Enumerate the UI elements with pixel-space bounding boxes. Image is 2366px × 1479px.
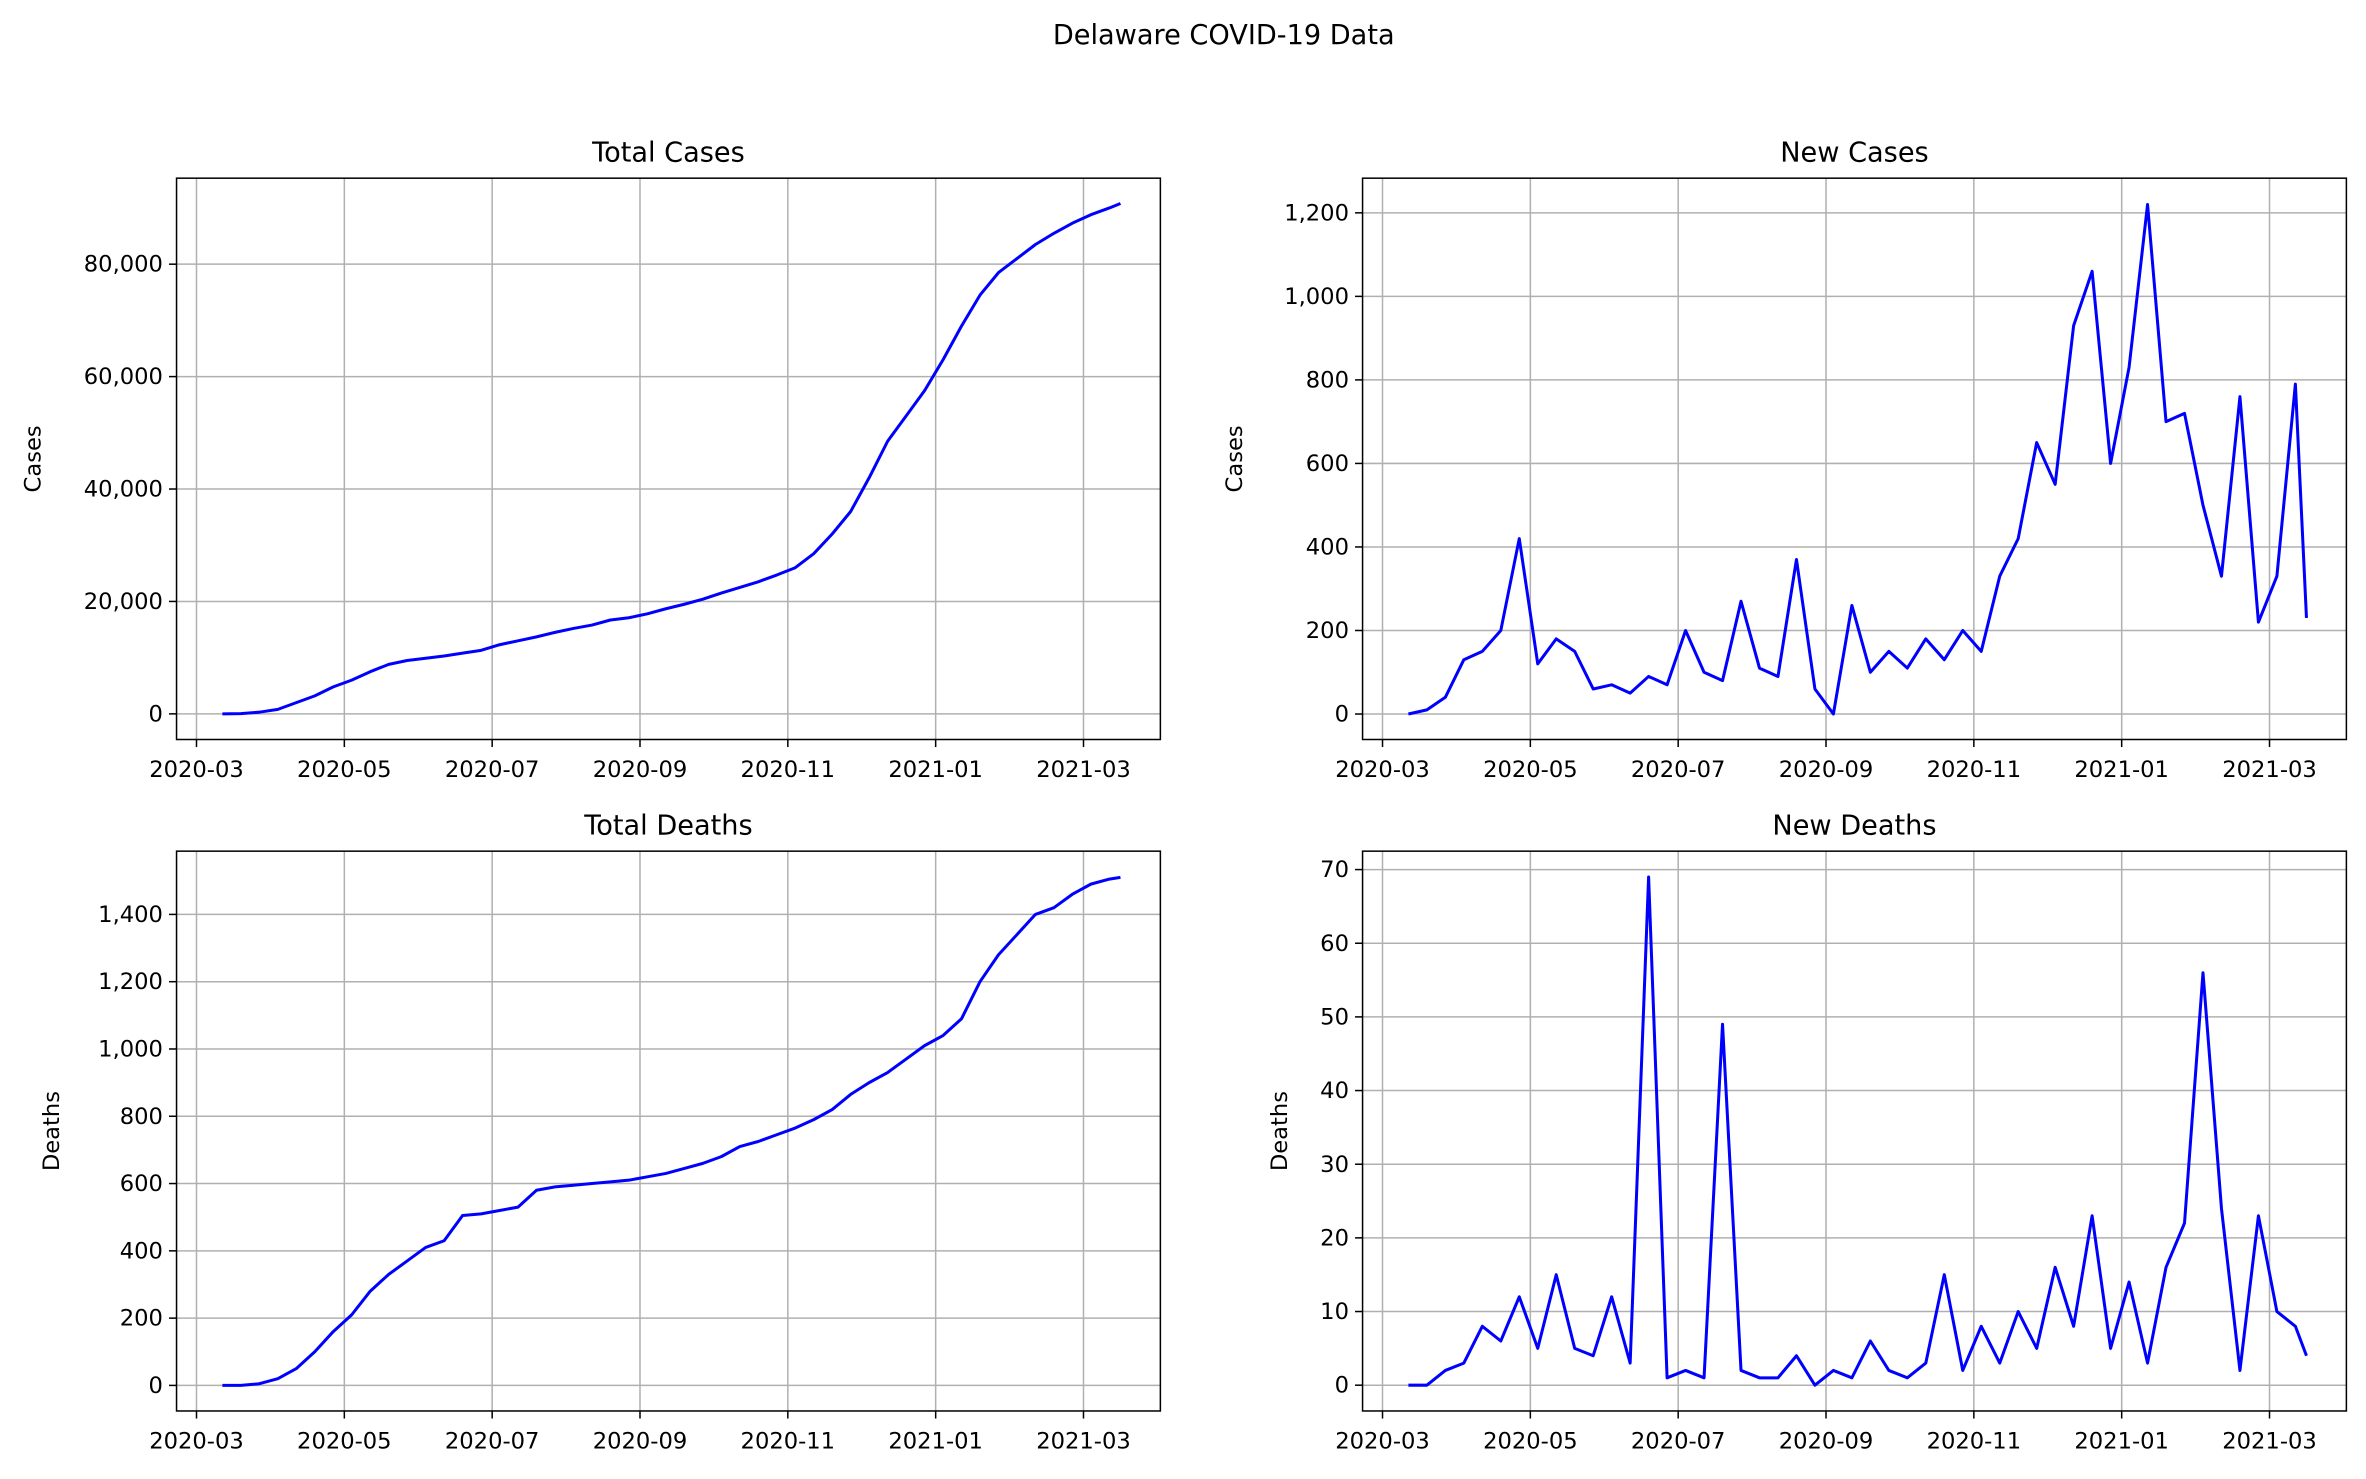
data-line xyxy=(222,202,1122,716)
x-tick-label: 2021-03 xyxy=(1036,1429,1131,1455)
chart-title: Total Cases xyxy=(591,138,745,169)
y-axis-label: Cases xyxy=(21,425,47,492)
y-tick-label: 1,400 xyxy=(98,902,163,928)
x-tick-label: 2021-01 xyxy=(888,757,983,783)
x-tick-label: 2020-09 xyxy=(593,1429,688,1455)
y-axis-label: Deaths xyxy=(1267,1091,1293,1171)
y-tick-label: 200 xyxy=(120,1306,163,1332)
y-axis-label: Deaths xyxy=(39,1091,65,1171)
y-tick-label: 1,200 xyxy=(1284,200,1349,226)
y-tick-label: 40,000 xyxy=(84,477,163,503)
x-tick-label: 2020-03 xyxy=(1335,1429,1430,1455)
y-tick-label: 20 xyxy=(1320,1225,1349,1251)
y-tick-label: 800 xyxy=(1306,367,1349,393)
x-tick-label: 2020-03 xyxy=(149,1429,244,1455)
x-tick-label: 2021-01 xyxy=(888,1429,983,1455)
x-tick-label: 2020-03 xyxy=(1335,757,1430,783)
x-tick-label: 2021-01 xyxy=(2074,757,2169,783)
y-tick-label: 1,000 xyxy=(1284,284,1349,310)
y-tick-label: 60,000 xyxy=(84,364,163,390)
plot-frame xyxy=(1361,850,2348,1412)
x-tick-label: 2020-09 xyxy=(593,757,688,783)
x-tick-label: 2020-07 xyxy=(1631,757,1726,783)
x-tick-label: 2020-07 xyxy=(445,757,540,783)
y-tick-label: 400 xyxy=(120,1238,163,1264)
chart-title: New Cases xyxy=(1780,138,1928,169)
y-tick-label: 0 xyxy=(149,1373,163,1399)
y-tick-label: 800 xyxy=(120,1104,163,1130)
x-tick-label: 2020-05 xyxy=(1483,1429,1578,1455)
y-tick-label: 200 xyxy=(1306,618,1349,644)
y-tick-label: 1,000 xyxy=(98,1037,163,1063)
x-tick-label: 2021-01 xyxy=(2074,1429,2169,1455)
y-tick-label: 400 xyxy=(1306,535,1349,561)
x-tick-label: 2020-09 xyxy=(1779,1429,1874,1455)
x-tick-label: 2020-11 xyxy=(741,1429,836,1455)
x-tick-label: 2020-05 xyxy=(297,757,392,783)
data-line xyxy=(1408,875,2308,1387)
x-tick-label: 2020-05 xyxy=(1483,757,1578,783)
y-tick-label: 600 xyxy=(1306,451,1349,477)
y-tick-label: 0 xyxy=(1335,1373,1349,1399)
y-tick-label: 600 xyxy=(120,1171,163,1197)
y-tick-label: 30 xyxy=(1320,1152,1349,1178)
y-tick-label: 10 xyxy=(1320,1299,1349,1325)
x-tick-label: 2020-11 xyxy=(1927,1429,2022,1455)
y-tick-label: 0 xyxy=(1335,702,1349,728)
x-tick-label: 2020-03 xyxy=(149,757,244,783)
x-tick-label: 2021-03 xyxy=(1036,757,1131,783)
x-tick-label: 2020-05 xyxy=(297,1429,392,1455)
chart-title: Total Deaths xyxy=(583,811,752,842)
y-tick-label: 0 xyxy=(149,701,163,727)
x-tick-label: 2020-11 xyxy=(741,757,836,783)
data-line xyxy=(1408,202,2308,716)
plot-frame xyxy=(175,850,1162,1412)
plot-frame xyxy=(175,177,1162,741)
y-axis-label: Cases xyxy=(1222,425,1248,492)
x-tick-label: 2020-07 xyxy=(1631,1429,1726,1455)
x-tick-label: 2021-03 xyxy=(2222,757,2317,783)
y-tick-label: 80,000 xyxy=(84,252,163,278)
figure-title: Delaware COVID-19 Data xyxy=(1053,20,1395,51)
data-line xyxy=(222,875,1121,1387)
y-tick-label: 20,000 xyxy=(84,589,163,615)
x-tick-label: 2020-09 xyxy=(1779,757,1874,783)
x-tick-label: 2020-11 xyxy=(1927,757,2022,783)
y-tick-label: 50 xyxy=(1320,1004,1349,1030)
chart-title: New Deaths xyxy=(1772,811,1936,842)
plot-frame xyxy=(1361,177,2348,741)
y-tick-label: 70 xyxy=(1320,857,1349,883)
x-tick-label: 2020-07 xyxy=(445,1429,540,1455)
y-tick-label: 1,200 xyxy=(98,969,163,995)
x-tick-label: 2021-03 xyxy=(2222,1429,2317,1455)
y-tick-label: 40 xyxy=(1320,1078,1349,1104)
y-tick-label: 60 xyxy=(1320,931,1349,957)
